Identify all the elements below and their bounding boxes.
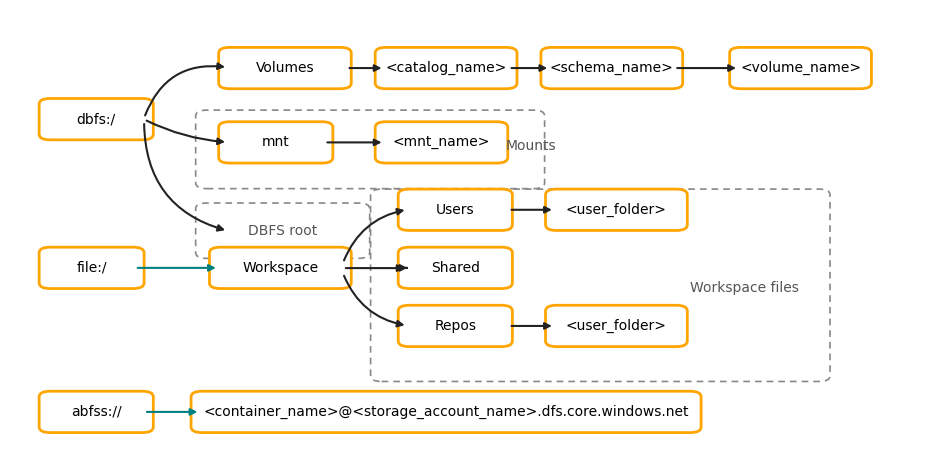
Text: DBFS root: DBFS root [248,224,317,238]
Text: file:/: file:/ [76,261,107,275]
Text: <user_folder>: <user_folder> [565,203,666,217]
Text: Mounts: Mounts [506,139,556,153]
FancyBboxPatch shape [375,47,516,89]
Text: <schema_name>: <schema_name> [549,61,673,75]
FancyBboxPatch shape [375,122,508,163]
Text: <user_folder>: <user_folder> [565,319,666,333]
Text: Users: Users [435,203,474,217]
Text: Workspace files: Workspace files [690,280,798,295]
Text: Repos: Repos [433,319,476,333]
Text: Workspace: Workspace [242,261,318,275]
FancyBboxPatch shape [218,122,332,163]
FancyBboxPatch shape [398,305,512,347]
FancyBboxPatch shape [398,247,512,289]
FancyBboxPatch shape [209,247,351,289]
FancyBboxPatch shape [39,98,153,140]
Text: Volumes: Volumes [255,61,314,75]
FancyBboxPatch shape [545,189,687,230]
Text: Shared: Shared [431,261,479,275]
FancyBboxPatch shape [545,305,687,347]
Text: <mnt_name>: <mnt_name> [393,135,490,149]
Text: <volume_name>: <volume_name> [740,61,860,75]
Text: <container_name>@<storage_account_name>.dfs.core.windows.net: <container_name>@<storage_account_name>.… [203,405,688,419]
FancyBboxPatch shape [540,47,682,89]
Text: dbfs:/: dbfs:/ [77,112,116,126]
FancyBboxPatch shape [218,47,351,89]
Text: <catalog_name>: <catalog_name> [385,61,506,75]
FancyBboxPatch shape [398,189,512,230]
FancyBboxPatch shape [39,391,153,433]
Text: abfss://: abfss:// [71,405,122,419]
FancyBboxPatch shape [191,391,701,433]
FancyBboxPatch shape [728,47,870,89]
FancyBboxPatch shape [39,247,144,289]
Text: mnt: mnt [262,135,290,149]
